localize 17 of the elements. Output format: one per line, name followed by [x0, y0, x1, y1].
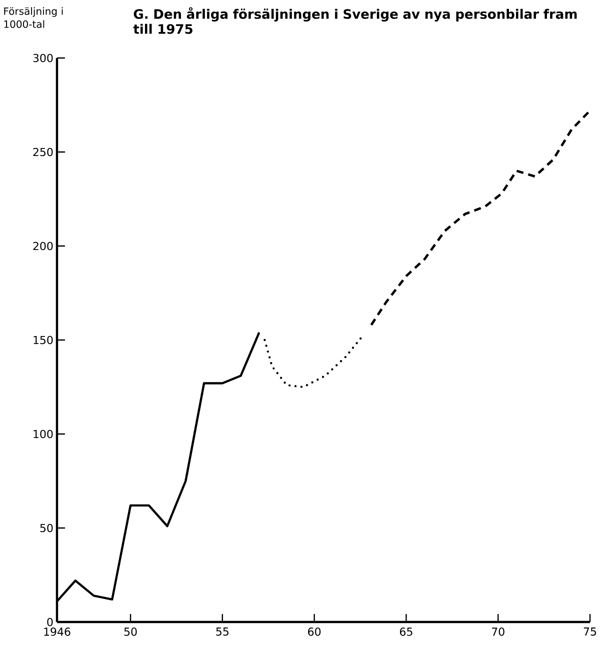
x-tick-label: 70 — [492, 628, 504, 636]
x-tick-label: 60 — [308, 628, 321, 636]
x-tick-label: 65 — [400, 628, 412, 636]
y-tick-label: 0 — [47, 618, 53, 626]
y-tick-label: 250 — [33, 148, 53, 156]
y-tick-label: 300 — [33, 54, 53, 62]
y-tick-label: 200 — [33, 242, 53, 250]
line-series — [370, 109, 592, 326]
y-tick-label: 150 — [34, 336, 53, 344]
chart-title: G. Den årliga försäljningen i Sverige av nya personbilar fram till 1975 — [133, 7, 577, 34]
y-axis-title: Försäljning i 1000-tal — [4, 7, 63, 28]
y-tick-label: 100 — [34, 430, 53, 438]
x-tick-label: 55 — [216, 628, 228, 636]
x-tick-label: 75 — [584, 628, 596, 636]
x-tick-label: 1946 — [44, 628, 70, 636]
x-tick-label: 50 — [124, 628, 137, 636]
y-tick-label: 50 — [40, 524, 53, 532]
